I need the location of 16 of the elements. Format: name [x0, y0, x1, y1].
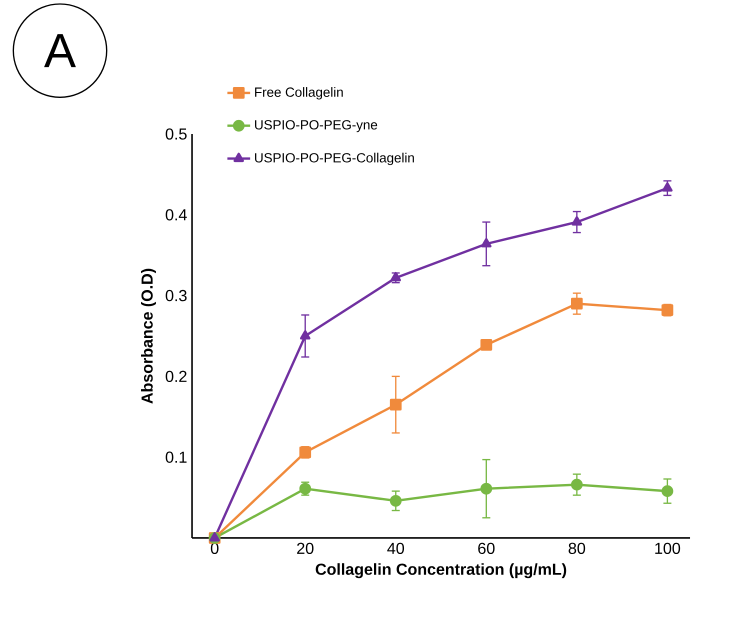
- legend-label: USPIO-PO-PEG-Collagelin: [255, 152, 414, 166]
- y-tick-label: 0.4: [166, 209, 187, 220]
- x-axis-title: Collagelin Concentration (µg/mL): [316, 563, 566, 578]
- x-tick-label: 100: [655, 542, 680, 554]
- y-tick-label: 0.1: [166, 452, 187, 463]
- x-tick-label: 60: [478, 542, 495, 554]
- y-tick-label: 0.2: [166, 370, 187, 382]
- y-axis-title: Absorbance (O.D): [141, 268, 156, 404]
- y-tick-label: 0.5: [166, 128, 187, 140]
- y-tick-label: 0.3: [166, 290, 187, 302]
- legend-label: Free Collagelin: [255, 87, 343, 100]
- legend-label: USPIO-PO-PEG-yne: [255, 120, 378, 132]
- x-tick-label: 20: [297, 542, 314, 554]
- x-tick-label: 40: [387, 542, 404, 554]
- x-tick-label: 80: [568, 542, 586, 554]
- text: A: [44, 34, 76, 68]
